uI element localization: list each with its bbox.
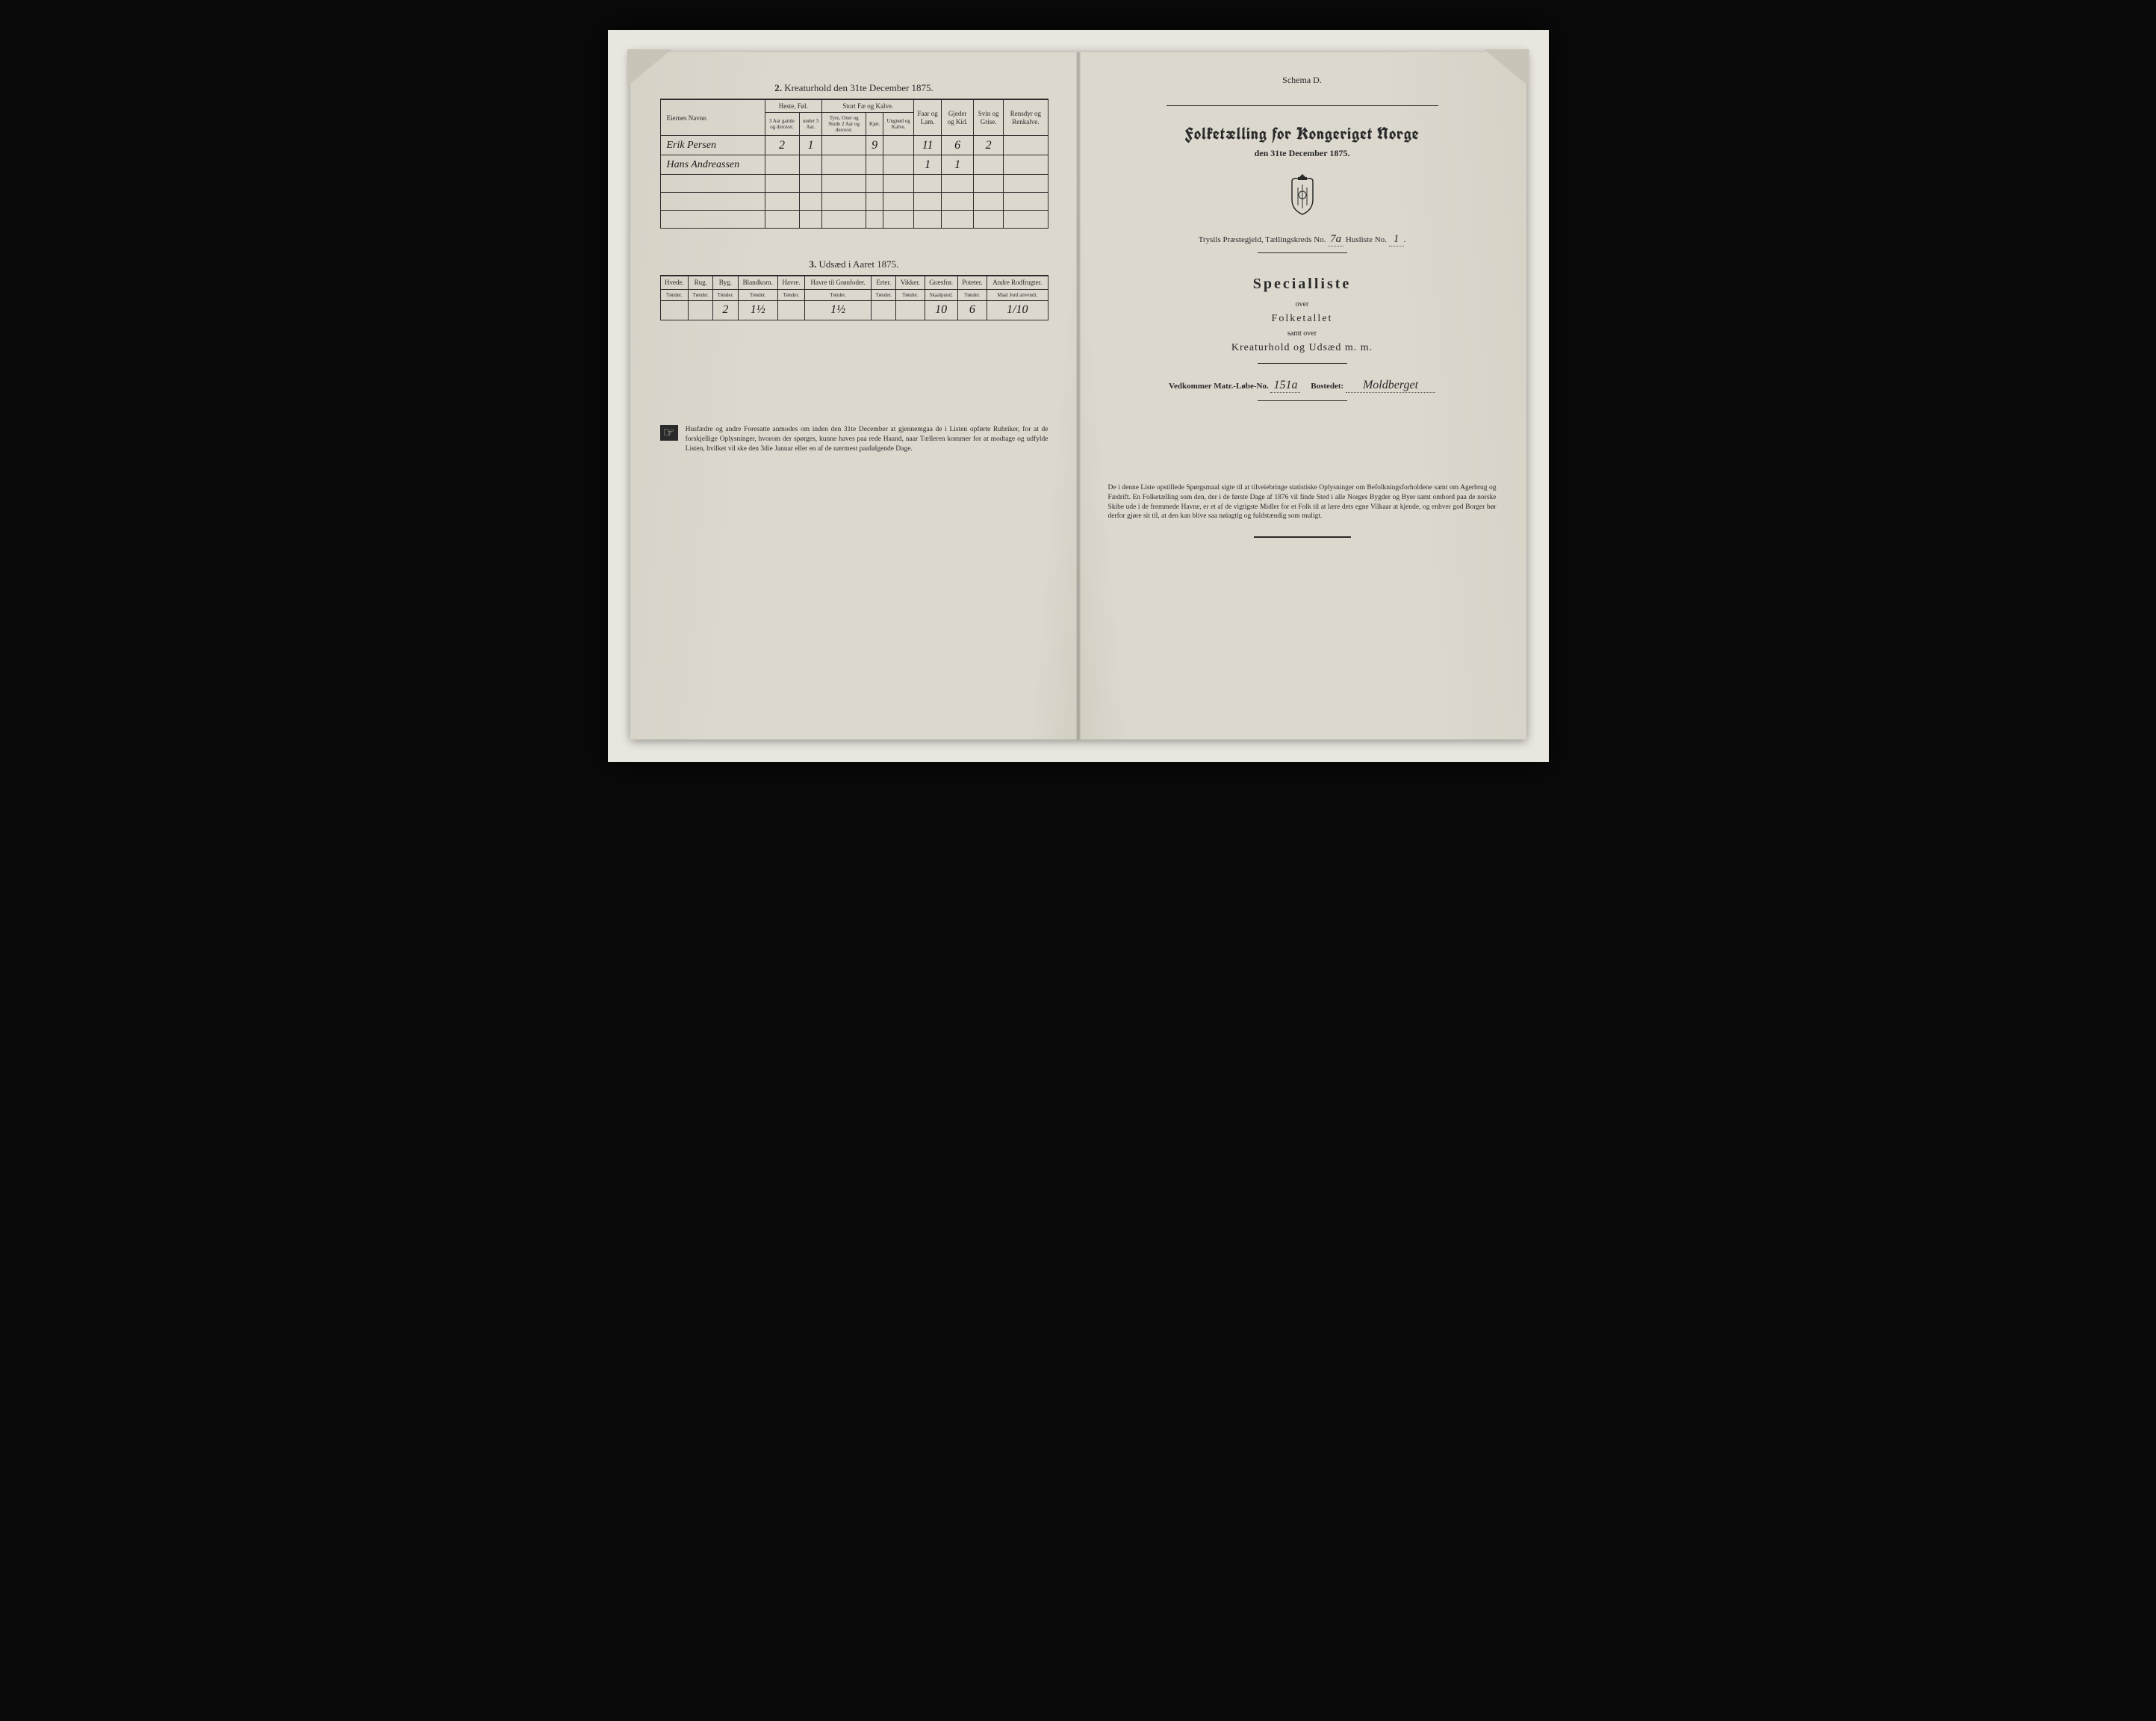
cell-value <box>896 300 925 320</box>
cell-value: 6 <box>957 300 987 320</box>
cell-value: 2 <box>765 136 799 155</box>
subcol: 3 Aar gamle og derover. <box>765 113 799 136</box>
udsaed-unit: Tønder. <box>660 289 689 300</box>
cell-value <box>799 155 822 175</box>
udsaed-unit: Tønder. <box>872 289 896 300</box>
scan-frame: 2. Kreaturhold den 31te December 1875. E… <box>608 30 1549 762</box>
cell-value: 6 <box>942 136 974 155</box>
col-svin: Svin og Grise. <box>974 100 1004 136</box>
table-row-blank <box>660 175 1048 193</box>
udsaed-unit: Tønder. <box>804 289 871 300</box>
table-row: Erik Persen2191162 <box>660 136 1048 155</box>
col-owner: Eiernes Navne. <box>660 100 765 136</box>
footnote-text: Husfædre og andre Foresatte anmodes om i… <box>686 425 1049 453</box>
udsaed-col: Blandkorn. <box>738 276 777 289</box>
owner-name: Erik Persen <box>660 136 765 155</box>
cell-value <box>872 300 896 320</box>
subcol: Kjør. <box>866 113 883 136</box>
census-title: Folketælling for Kongeriget Norge <box>1108 123 1497 145</box>
cell-value: 2 <box>713 300 738 320</box>
cell-value: 10 <box>925 300 957 320</box>
subcol: Tyre, Oxer og Stude 2 Aar og derover. <box>822 113 866 136</box>
cell-value: 1 <box>914 155 942 175</box>
kreaturhold-label: Kreaturhold og Udsæd m. m. <box>1108 342 1497 354</box>
udsaed-unit: Tønder. <box>738 289 777 300</box>
udsaed-unit: Tønder. <box>777 289 804 300</box>
coat-of-arms-icon <box>1108 173 1497 220</box>
cell-value: 1 <box>799 136 822 155</box>
right-page: Schema D. Folketælling for Kongeriget No… <box>1078 52 1526 739</box>
cell-value <box>660 300 689 320</box>
census-date: den 31te December 1875. <box>1108 148 1497 159</box>
cell-value: 1½ <box>738 300 777 320</box>
over-label: over <box>1108 300 1497 308</box>
udsaed-unit: Tønder. <box>957 289 987 300</box>
udsaed-col: Poteter. <box>957 276 987 289</box>
udsaed-col: Vikker. <box>896 276 925 289</box>
page-spread: 2. Kreaturhold den 31te December 1875. E… <box>630 52 1526 739</box>
kreaturhold-table: Eiernes Navne. Heste, Føl. Stort Fæ og K… <box>660 99 1049 229</box>
cell-value <box>883 136 914 155</box>
cell-value <box>866 155 883 175</box>
udsaed-col: Andre Rodfrugter. <box>987 276 1048 289</box>
section2-title: 2. Kreaturhold den 31te December 1875. <box>660 82 1049 94</box>
col-rensdyr: Rensdyr og Renkalve. <box>1004 100 1048 136</box>
table-row-blank <box>660 211 1048 229</box>
cell-value <box>1004 155 1048 175</box>
cell-value: 9 <box>866 136 883 155</box>
left-footnote: ☞ Husfædre og andre Foresatte anmodes om… <box>660 425 1049 453</box>
cell-value <box>822 155 866 175</box>
schema-label: Schema D. <box>1108 75 1497 86</box>
left-page: 2. Kreaturhold den 31te December 1875. E… <box>630 52 1078 739</box>
right-footnote: De i denne Liste opstillede Spørgsmaal s… <box>1108 483 1497 521</box>
udsaed-unit: Maal Jord anvendt. <box>987 289 1048 300</box>
udsaed-col: Havre. <box>777 276 804 289</box>
udsaed-col: Byg. <box>713 276 738 289</box>
subcol: under 3 Aar. <box>799 113 822 136</box>
cell-value <box>777 300 804 320</box>
cell-value <box>689 300 713 320</box>
table-row-blank <box>660 193 1048 211</box>
matr-number: 151a <box>1270 379 1300 393</box>
samt-over-label: samt over <box>1108 329 1497 338</box>
bosted-name: Moldberget <box>1346 379 1435 393</box>
col-group-stort: Stort Fæ og Kalve. <box>822 100 914 113</box>
section3-title: 3. Udsæd i Aaret 1875. <box>660 258 1049 270</box>
col-gjeder: Gjeder og Kid. <box>942 100 974 136</box>
subcol: Ungnød og Kalve. <box>883 113 914 136</box>
udsaed-unit: Skaalpund. <box>925 289 957 300</box>
cell-value <box>1004 136 1048 155</box>
folketallet-label: Folketallet <box>1108 313 1497 325</box>
udsaed-col: Hvede. <box>660 276 689 289</box>
cell-value <box>883 155 914 175</box>
udsaed-col: Græsfrø. <box>925 276 957 289</box>
cell-value: 1 <box>942 155 974 175</box>
specialliste-heading: Specialliste <box>1108 276 1497 293</box>
cell-value: 11 <box>914 136 942 155</box>
udsaed-col: Havre til Grønfoder. <box>804 276 871 289</box>
udsaed-col: Rug. <box>689 276 713 289</box>
matr-line: Vedkommer Matr.-Løbe-No. 151a Bostedet: … <box>1108 379 1497 393</box>
udsaed-table: Hvede.Rug.Byg.Blandkorn.Havre.Havre til … <box>660 276 1049 320</box>
cell-value: 1½ <box>804 300 871 320</box>
parish-line: Trysils Præstegjeld, Tællingskreds No. 7… <box>1108 233 1497 246</box>
liste-number: 1 <box>1389 233 1404 246</box>
table-row: Hans Andreassen 11 <box>660 155 1048 175</box>
udsaed-col: Erter. <box>872 276 896 289</box>
table-row: 21½1½1061/10 <box>660 300 1048 320</box>
col-faar: Faar og Lam. <box>914 100 942 136</box>
udsaed-unit: Tønder. <box>689 289 713 300</box>
cell-value <box>822 136 866 155</box>
kreds-number: 7a <box>1328 233 1343 246</box>
udsaed-unit: Tønder. <box>713 289 738 300</box>
col-group-heste: Heste, Føl. <box>765 100 822 113</box>
owner-name: Hans Andreassen <box>660 155 765 175</box>
cell-value <box>974 155 1004 175</box>
cell-value: 2 <box>974 136 1004 155</box>
cell-value <box>765 155 799 175</box>
cell-value: 1/10 <box>987 300 1048 320</box>
udsaed-unit: Tønder. <box>896 289 925 300</box>
pointing-hand-icon: ☞ <box>660 425 678 441</box>
